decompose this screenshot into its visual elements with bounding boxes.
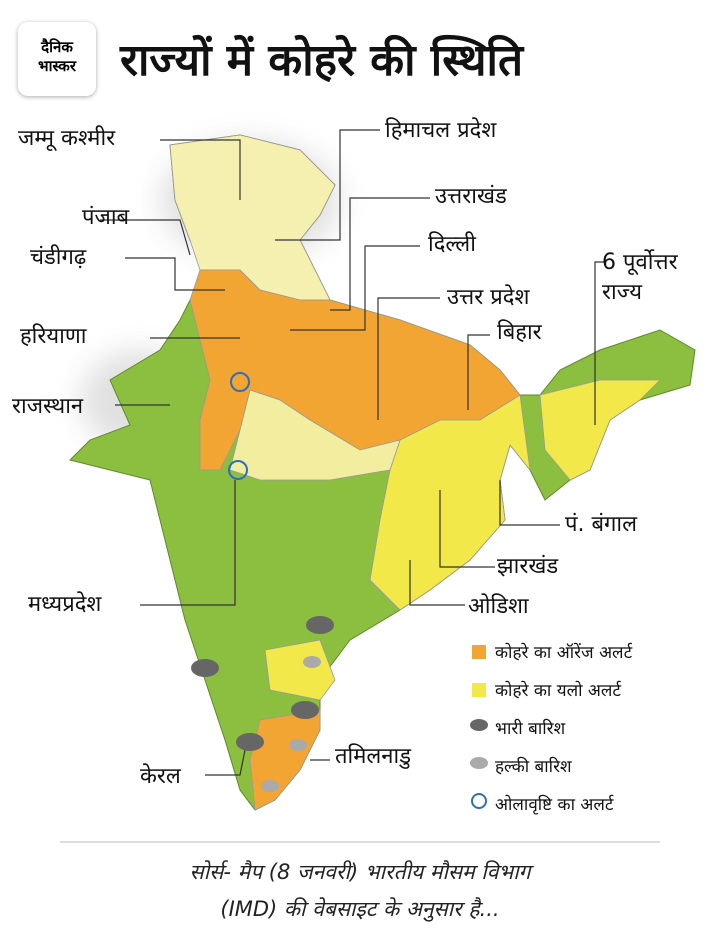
state-label: हरियाणा <box>20 324 87 349</box>
state-label: उत्तर प्रदेश <box>447 285 530 310</box>
logo-line: दैनिक <box>41 38 73 56</box>
legend-item: कोहरे का यलो अलर्ट <box>495 681 621 701</box>
state-label: ओडिशा <box>468 594 529 619</box>
legend-swatches <box>470 645 488 809</box>
north-yellow <box>169 134 336 301</box>
yellow-east <box>369 394 531 611</box>
state-label: झारखंड <box>497 554 559 579</box>
state-label: जम्मू कश्मीर <box>18 126 116 151</box>
source-line: (IMD) की वेबसाइट के अनुसार है... <box>220 897 500 921</box>
state-label: हिमाचल प्रदेश <box>385 118 497 143</box>
state-label: पंजाब <box>82 205 130 230</box>
legend-item: भारी बारिश <box>495 719 566 739</box>
india-base <box>69 134 696 811</box>
state-label: तमिलनाडु <box>335 744 411 769</box>
state-label: दिल्ली <box>428 232 476 257</box>
state-label: पं. बंगाल <box>565 512 638 537</box>
logo-line: भास्कर <box>38 57 76 75</box>
source-line: सोर्स- मैप (8 जनवरी) भारतीय मौसम विभाग <box>189 860 531 884</box>
logo: दैनिक भास्कर <box>18 22 96 96</box>
state-label: चंडीगढ़ <box>30 245 87 270</box>
state-label: बिहार <box>497 320 542 345</box>
yellow-ap <box>264 639 336 701</box>
title: राज्यों में कोहरे की स्थिति <box>120 35 524 86</box>
state-label: राजस्थान <box>12 394 84 419</box>
leader-lines <box>100 129 605 776</box>
weather-icons <box>191 372 334 792</box>
state-label: उत्तराखंड <box>435 184 507 209</box>
yellow-ne <box>539 379 661 481</box>
legend-item: हल्की बारिश <box>495 757 572 777</box>
state-label: 6 पूर्वोत्तर राज्य <box>602 250 678 305</box>
orange-tn <box>249 709 321 811</box>
state-label: मध्यप्रदेश <box>28 592 102 617</box>
state-label: केरल <box>140 764 181 789</box>
legend-item: ओलावृष्टि का अलर्ट <box>495 795 614 815</box>
legend-item: कोहरे का ऑरेंज अलर्ट <box>495 643 633 663</box>
